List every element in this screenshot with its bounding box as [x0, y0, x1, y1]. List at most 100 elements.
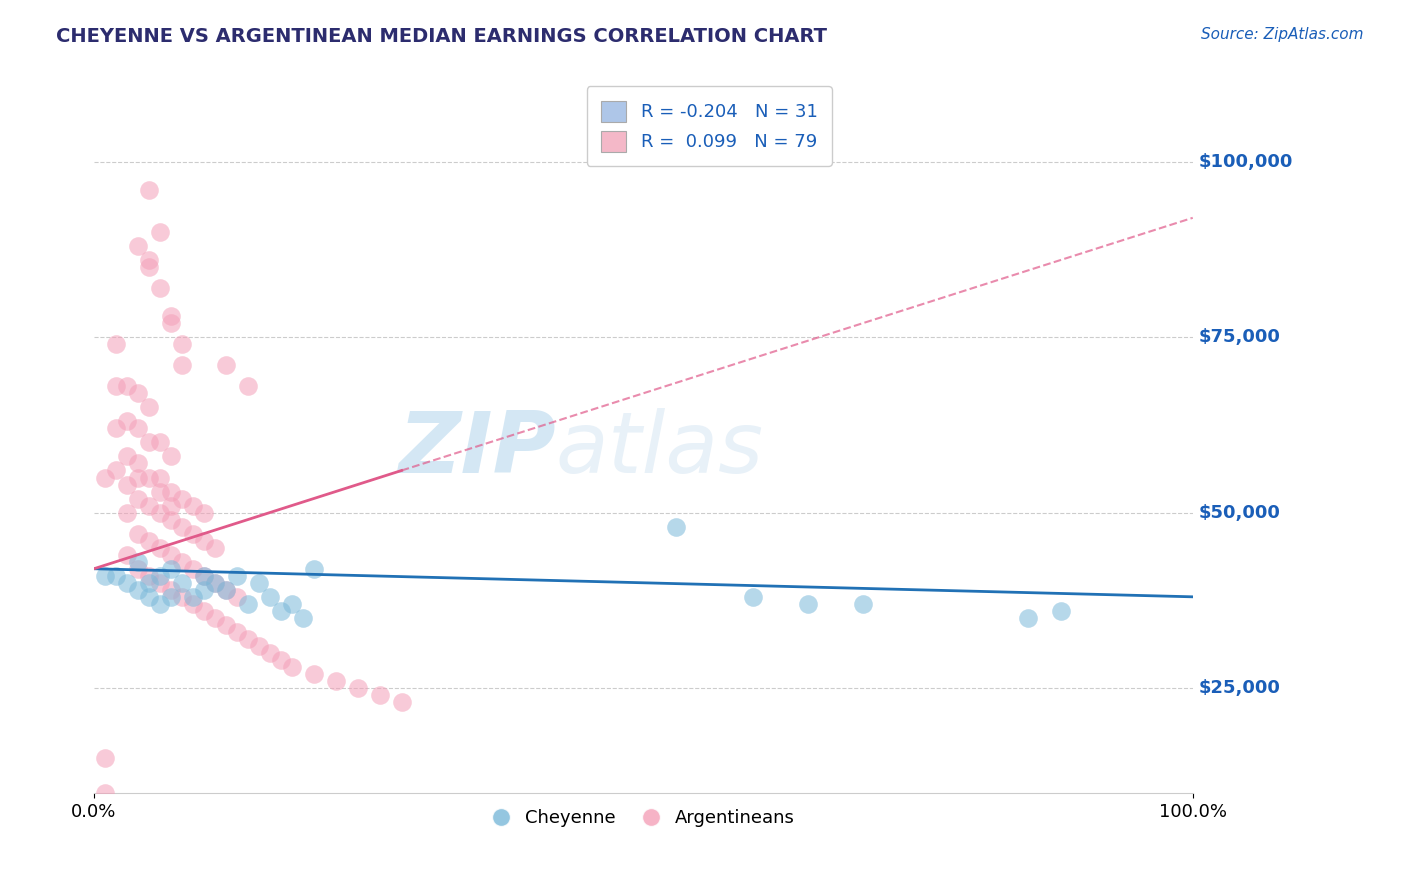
Point	[149, 484, 172, 499]
Point	[1050, 604, 1073, 618]
Point	[215, 582, 238, 597]
Point	[1017, 611, 1039, 625]
Point	[181, 526, 204, 541]
Point	[193, 568, 215, 582]
Point	[138, 252, 160, 267]
Point	[204, 611, 226, 625]
Point	[115, 548, 138, 562]
Point	[193, 506, 215, 520]
Point	[138, 533, 160, 548]
Point	[138, 401, 160, 415]
Point	[138, 435, 160, 450]
Text: ZIP: ZIP	[398, 409, 555, 491]
Point	[115, 506, 138, 520]
Point	[247, 639, 270, 653]
Point	[127, 470, 149, 484]
Point	[115, 477, 138, 491]
Point	[181, 597, 204, 611]
Point	[138, 260, 160, 274]
Point	[149, 568, 172, 582]
Legend: Cheyenne, Argentineans: Cheyenne, Argentineans	[485, 802, 801, 834]
Point	[149, 225, 172, 239]
Point	[665, 519, 688, 533]
Point	[127, 562, 149, 576]
Text: atlas: atlas	[555, 409, 763, 491]
Point	[149, 435, 172, 450]
Point	[127, 421, 149, 435]
Text: CHEYENNE VS ARGENTINEAN MEDIAN EARNINGS CORRELATION CHART: CHEYENNE VS ARGENTINEAN MEDIAN EARNINGS …	[56, 27, 827, 45]
Point	[160, 548, 183, 562]
Point	[127, 555, 149, 569]
Point	[170, 358, 193, 372]
Point	[138, 183, 160, 197]
Text: $50,000: $50,000	[1198, 504, 1279, 522]
Point	[149, 506, 172, 520]
Point	[236, 632, 259, 646]
Point	[104, 337, 127, 351]
Point	[127, 386, 149, 401]
Point	[215, 358, 238, 372]
Point	[797, 597, 820, 611]
Point	[325, 674, 347, 689]
Point	[391, 695, 413, 709]
Point	[302, 667, 325, 681]
Point	[104, 568, 127, 582]
Point	[270, 653, 292, 667]
Point	[127, 457, 149, 471]
Point	[204, 575, 226, 590]
Point	[225, 568, 247, 582]
Point	[181, 562, 204, 576]
Point	[236, 379, 259, 393]
Point	[368, 688, 391, 702]
Point	[127, 491, 149, 506]
Point	[127, 239, 149, 253]
Point	[225, 590, 247, 604]
Point	[270, 604, 292, 618]
Text: $75,000: $75,000	[1198, 328, 1279, 346]
Point	[225, 624, 247, 639]
Point	[160, 499, 183, 513]
Point	[138, 575, 160, 590]
Point	[170, 491, 193, 506]
Point	[94, 568, 117, 582]
Point	[181, 499, 204, 513]
Point	[160, 450, 183, 464]
Point	[742, 590, 765, 604]
Point	[259, 590, 281, 604]
Point	[149, 470, 172, 484]
Point	[160, 309, 183, 323]
Point	[236, 597, 259, 611]
Point	[204, 575, 226, 590]
Point	[138, 499, 160, 513]
Point	[302, 562, 325, 576]
Point	[94, 786, 117, 800]
Point	[160, 590, 183, 604]
Text: $100,000: $100,000	[1198, 153, 1292, 170]
Point	[215, 618, 238, 632]
Point	[193, 533, 215, 548]
Point	[170, 555, 193, 569]
Point	[280, 597, 302, 611]
Point	[115, 575, 138, 590]
Point	[852, 597, 875, 611]
Point	[149, 575, 172, 590]
Point	[160, 316, 183, 330]
Point	[170, 519, 193, 533]
Point	[149, 541, 172, 555]
Point	[160, 562, 183, 576]
Point	[94, 751, 117, 765]
Point	[160, 484, 183, 499]
Point	[104, 421, 127, 435]
Point	[193, 568, 215, 582]
Point	[127, 582, 149, 597]
Point	[138, 590, 160, 604]
Point	[193, 604, 215, 618]
Point	[193, 582, 215, 597]
Point	[115, 450, 138, 464]
Point	[247, 575, 270, 590]
Point	[94, 470, 117, 484]
Point	[346, 681, 368, 695]
Point	[181, 590, 204, 604]
Text: $25,000: $25,000	[1198, 679, 1279, 697]
Point	[104, 463, 127, 477]
